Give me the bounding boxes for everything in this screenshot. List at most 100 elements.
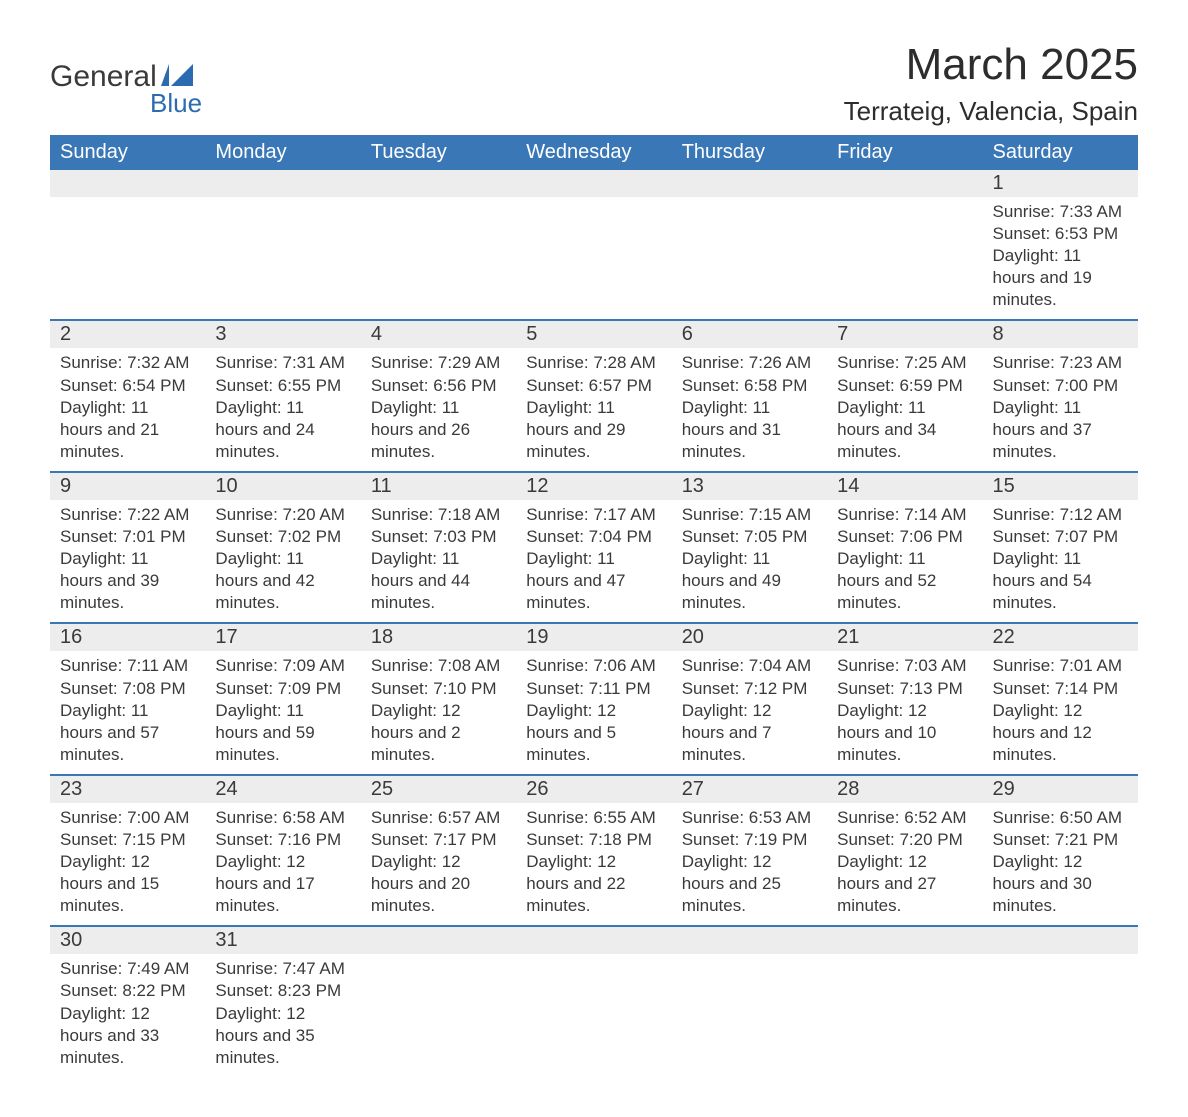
- day-content-cell: [516, 197, 671, 320]
- day-number-cell: 2: [50, 320, 205, 348]
- daylight-line: Daylight: 11 hours and 34 minutes.: [837, 397, 972, 463]
- calendar-body: 1Sunrise: 7:33 AMSunset: 6:53 PMDaylight…: [50, 170, 1138, 1077]
- sunset-line: Sunset: 7:21 PM: [993, 829, 1128, 851]
- day-number-cell: 4: [361, 320, 516, 348]
- daylight-line: Daylight: 12 hours and 2 minutes.: [371, 700, 506, 766]
- sunrise-line: Sunrise: 7:20 AM: [215, 504, 350, 526]
- day-number-cell: 1: [983, 170, 1138, 197]
- day-number-cell: [516, 170, 671, 197]
- sunset-line: Sunset: 8:23 PM: [215, 980, 350, 1002]
- daylight-line: Daylight: 12 hours and 27 minutes.: [837, 851, 972, 917]
- daylight-line: Daylight: 11 hours and 24 minutes.: [215, 397, 350, 463]
- sunset-line: Sunset: 7:13 PM: [837, 678, 972, 700]
- sunrise-line: Sunrise: 7:04 AM: [682, 655, 817, 677]
- sunset-line: Sunset: 6:53 PM: [993, 223, 1128, 245]
- day-content-cell: Sunrise: 7:26 AMSunset: 6:58 PMDaylight:…: [672, 348, 827, 471]
- sunrise-line: Sunrise: 7:31 AM: [215, 352, 350, 374]
- daylight-line: Daylight: 12 hours and 35 minutes.: [215, 1003, 350, 1069]
- day-content-cell: Sunrise: 7:01 AMSunset: 7:14 PMDaylight:…: [983, 651, 1138, 774]
- day-content-cell: Sunrise: 7:28 AMSunset: 6:57 PMDaylight:…: [516, 348, 671, 471]
- sunset-line: Sunset: 6:54 PM: [60, 375, 195, 397]
- sunset-line: Sunset: 7:01 PM: [60, 526, 195, 548]
- daylight-line: Daylight: 11 hours and 57 minutes.: [60, 700, 195, 766]
- daylight-line: Daylight: 12 hours and 20 minutes.: [371, 851, 506, 917]
- sunrise-line: Sunrise: 6:58 AM: [215, 807, 350, 829]
- daylight-line: Daylight: 11 hours and 42 minutes.: [215, 548, 350, 614]
- daylight-line: Daylight: 12 hours and 15 minutes.: [60, 851, 195, 917]
- day-content-cell: Sunrise: 7:15 AMSunset: 7:05 PMDaylight:…: [672, 500, 827, 623]
- day-content-cell: Sunrise: 7:12 AMSunset: 7:07 PMDaylight:…: [983, 500, 1138, 623]
- day-number-cell: [361, 926, 516, 954]
- content-row: Sunrise: 7:33 AMSunset: 6:53 PMDaylight:…: [50, 197, 1138, 320]
- day-content-cell: Sunrise: 7:32 AMSunset: 6:54 PMDaylight:…: [50, 348, 205, 471]
- weekday-header-row: Sunday Monday Tuesday Wednesday Thursday…: [50, 135, 1138, 170]
- day-number-cell: [50, 170, 205, 197]
- day-content-cell: Sunrise: 7:23 AMSunset: 7:00 PMDaylight:…: [983, 348, 1138, 471]
- weekday-header: Thursday: [672, 135, 827, 170]
- day-content-cell: Sunrise: 6:58 AMSunset: 7:16 PMDaylight:…: [205, 803, 360, 926]
- daylight-line: Daylight: 11 hours and 52 minutes.: [837, 548, 972, 614]
- day-number-cell: 18: [361, 623, 516, 651]
- sunrise-line: Sunrise: 7:28 AM: [526, 352, 661, 374]
- daylight-line: Daylight: 11 hours and 37 minutes.: [993, 397, 1128, 463]
- page-header: General Blue March 2025 Terrateig, Valen…: [50, 40, 1138, 127]
- sunrise-line: Sunrise: 6:53 AM: [682, 807, 817, 829]
- daynum-row: 1: [50, 170, 1138, 197]
- day-number-cell: 21: [827, 623, 982, 651]
- day-content-cell: Sunrise: 7:03 AMSunset: 7:13 PMDaylight:…: [827, 651, 982, 774]
- day-number-cell: [672, 926, 827, 954]
- day-number-cell: 30: [50, 926, 205, 954]
- weekday-header: Wednesday: [516, 135, 671, 170]
- day-number-cell: 3: [205, 320, 360, 348]
- sunrise-line: Sunrise: 7:03 AM: [837, 655, 972, 677]
- weekday-header: Monday: [205, 135, 360, 170]
- day-number-cell: 27: [672, 775, 827, 803]
- page-title: March 2025: [844, 40, 1138, 90]
- sunset-line: Sunset: 7:15 PM: [60, 829, 195, 851]
- day-number-cell: 17: [205, 623, 360, 651]
- daylight-line: Daylight: 11 hours and 26 minutes.: [371, 397, 506, 463]
- day-content-cell: Sunrise: 6:53 AMSunset: 7:19 PMDaylight:…: [672, 803, 827, 926]
- day-content-cell: [827, 197, 982, 320]
- day-number-cell: 10: [205, 472, 360, 500]
- day-content-cell: Sunrise: 7:09 AMSunset: 7:09 PMDaylight:…: [205, 651, 360, 774]
- sunset-line: Sunset: 7:05 PM: [682, 526, 817, 548]
- day-content-cell: Sunrise: 7:00 AMSunset: 7:15 PMDaylight:…: [50, 803, 205, 926]
- sunset-line: Sunset: 6:59 PM: [837, 375, 972, 397]
- day-content-cell: Sunrise: 6:50 AMSunset: 7:21 PMDaylight:…: [983, 803, 1138, 926]
- day-content-cell: Sunrise: 7:31 AMSunset: 6:55 PMDaylight:…: [205, 348, 360, 471]
- sunrise-line: Sunrise: 7:18 AM: [371, 504, 506, 526]
- sunrise-line: Sunrise: 7:25 AM: [837, 352, 972, 374]
- sunset-line: Sunset: 7:00 PM: [993, 375, 1128, 397]
- day-content-cell: Sunrise: 7:49 AMSunset: 8:22 PMDaylight:…: [50, 954, 205, 1076]
- sunset-line: Sunset: 7:12 PM: [682, 678, 817, 700]
- logo-word1: General: [50, 60, 157, 94]
- daynum-row: 3031: [50, 926, 1138, 954]
- day-number-cell: [672, 170, 827, 197]
- daynum-row: 23242526272829: [50, 775, 1138, 803]
- day-content-cell: Sunrise: 7:17 AMSunset: 7:04 PMDaylight:…: [516, 500, 671, 623]
- day-content-cell: Sunrise: 6:57 AMSunset: 7:17 PMDaylight:…: [361, 803, 516, 926]
- daynum-row: 16171819202122: [50, 623, 1138, 651]
- daylight-line: Daylight: 11 hours and 39 minutes.: [60, 548, 195, 614]
- content-row: Sunrise: 7:11 AMSunset: 7:08 PMDaylight:…: [50, 651, 1138, 774]
- sunset-line: Sunset: 7:14 PM: [993, 678, 1128, 700]
- daylight-line: Daylight: 11 hours and 19 minutes.: [993, 245, 1128, 311]
- day-content-cell: Sunrise: 7:33 AMSunset: 6:53 PMDaylight:…: [983, 197, 1138, 320]
- day-number-cell: 16: [50, 623, 205, 651]
- daylight-line: Daylight: 11 hours and 21 minutes.: [60, 397, 195, 463]
- daylight-line: Daylight: 12 hours and 30 minutes.: [993, 851, 1128, 917]
- day-content-cell: [672, 954, 827, 1076]
- day-content-cell: Sunrise: 6:55 AMSunset: 7:18 PMDaylight:…: [516, 803, 671, 926]
- day-number-cell: 12: [516, 472, 671, 500]
- sunrise-line: Sunrise: 7:08 AM: [371, 655, 506, 677]
- sunset-line: Sunset: 7:02 PM: [215, 526, 350, 548]
- weekday-header: Saturday: [983, 135, 1138, 170]
- day-number-cell: 25: [361, 775, 516, 803]
- day-number-cell: [205, 170, 360, 197]
- sunset-line: Sunset: 7:07 PM: [993, 526, 1128, 548]
- sunset-line: Sunset: 6:55 PM: [215, 375, 350, 397]
- logo: General Blue: [50, 60, 202, 119]
- sunrise-line: Sunrise: 7:01 AM: [993, 655, 1128, 677]
- sunset-line: Sunset: 7:18 PM: [526, 829, 661, 851]
